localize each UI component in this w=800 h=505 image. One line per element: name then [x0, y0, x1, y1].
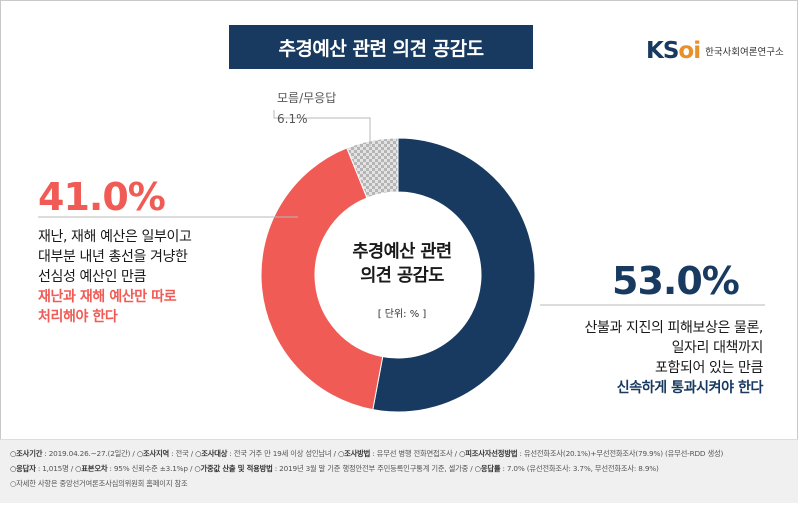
footer-l1-k3: ○조사방법	[337, 449, 371, 458]
navy-desc-line2: 일자리 대책까지	[671, 340, 764, 356]
navy-desc-highlight: 신속하게 통과시켜야 한다	[616, 380, 764, 396]
footer-l1-v2: : 전국 거주 만 19세 이상 성인남녀 /	[227, 449, 338, 458]
footer-l2-k3: ○응답률	[474, 464, 501, 473]
navy-desc-line3: 포함되어 있는 만큼	[655, 360, 763, 376]
footer-l1-v3: : 유무선 병행 전화면접조사 /	[370, 449, 460, 458]
slice-disaster-only	[260, 147, 384, 411]
logo-text: 한국사회여론연구소	[705, 47, 784, 58]
footer-l2-v2: : 2019년 3월 말 기준 행정안전부 주민등록인구통계 기준, 셀가중 /	[272, 464, 475, 473]
center-title-line2: 의견 공감도	[360, 266, 444, 286]
red-desc-line3: 선심성 예산인 만큼	[38, 269, 146, 285]
red-description: 재난, 재해 예산은 일부이고 대부분 내년 총선을 겨냥한 선심성 예산인 만…	[38, 227, 238, 327]
logo-mark-accent: oi	[678, 37, 701, 64]
logo-mark: KSoi	[646, 37, 701, 64]
footer-l1-v4: : 유선전화조사(20.1%)+무선전화조사(79.9%) (유무선-RDD 생…	[517, 449, 724, 458]
footer-line-1: ○조사기간 : 2019.04.26.~27.(2일간) / ○조사지역 : 전…	[10, 446, 798, 461]
slice-dont-know	[346, 137, 399, 199]
slice-pass-quickly	[372, 137, 536, 413]
ksoi-logo: KSoi 한국사회여론연구소	[646, 38, 784, 64]
footer-l1-k0: ○조사기간	[10, 449, 43, 458]
navy-desc-line1: 산불과 지진의 피해보상은 물론,	[584, 320, 764, 336]
footer-line-3: ○자세한 사항은 중앙선거여론조사심의위원회 홈페이지 참조	[10, 479, 188, 488]
footer-line-2: ○응답자 : 1,015명 / ○표본오차 : 95% 신뢰수준 ±3.1%p …	[10, 461, 798, 476]
leader-line-dk	[273, 110, 371, 146]
survey-footer: ○조사기간 : 2019.04.26.~27.(2일간) / ○조사지역 : 전…	[0, 439, 798, 503]
navy-description: 산불과 지진의 피해보상은 물론, 일자리 대책까지 포함되어 있는 만큼 신속…	[500, 318, 764, 398]
footer-l1-v1: : 전국 /	[169, 449, 196, 458]
footer-l1-v0: : 2019.04.26.~27.(2일간) /	[42, 449, 137, 458]
center-title-line1: 추경예산 관련	[352, 242, 452, 262]
footer-l1-k4: ○피조사자선정방법	[459, 449, 518, 458]
footer-l2-v3: : 7.0% (유선전화조사: 3.7%, 무선전화조사: 8.9%)	[500, 464, 659, 473]
footer-l1-k2: ○조사대상	[195, 449, 228, 458]
red-desc-highlight2: 처리해야 한다	[38, 309, 118, 325]
chart-title: 추경예산 관련 의견 공감도	[229, 25, 533, 69]
dk-annotation: 모름/무응답 6.1%	[277, 88, 336, 130]
unit-label: [ 단위: % ]	[377, 309, 427, 320]
footer-l2-v1: : 95% 신뢰수준 ±3.1%p /	[107, 464, 195, 473]
center-title: 추경예산 관련 의견 공감도	[322, 240, 482, 288]
red-desc-line1: 재난, 재해 예산은 일부이고	[38, 229, 192, 245]
dk-label-pct: 6.1%	[277, 112, 308, 126]
red-desc-highlight1: 재난과 재해 예산만 따로	[38, 289, 177, 305]
red-desc-line2: 대부분 내년 총선을 겨냥한	[38, 249, 188, 265]
footer-l2-k0: ○응답자	[10, 464, 36, 473]
footer-l1-k1: ○조사지역	[136, 449, 170, 458]
footer-l2-k2: ○가중값 산출 및 적용방법	[194, 464, 273, 473]
navy-percentage: 53.0%	[612, 259, 740, 303]
red-percentage: 41.0%	[38, 175, 166, 219]
logo-mark-main: KS	[646, 37, 679, 64]
footer-l2-k1: ○표본오차	[75, 464, 108, 473]
footer-l2-v0: : 1,015명 /	[35, 464, 76, 473]
dk-label-text: 모름/무응답	[277, 91, 337, 105]
